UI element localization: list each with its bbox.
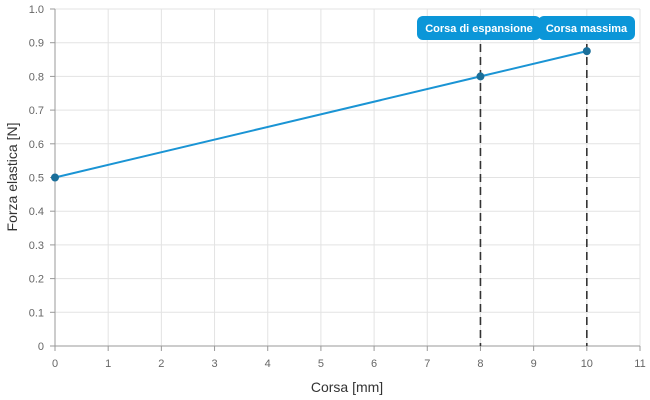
- x-tick-label: 7: [424, 358, 430, 370]
- x-tick-label: 5: [318, 358, 324, 370]
- annotation-callout: Corsa di espansione: [417, 16, 541, 40]
- y-tick-label: 0.5: [29, 173, 44, 185]
- x-tick-label: 8: [477, 358, 483, 370]
- x-tick-label: 10: [581, 358, 593, 370]
- callouts: Corsa di espansione Corsa massima: [417, 16, 635, 40]
- y-tick-label: 0.2: [29, 274, 44, 286]
- y-tick-label: 0: [38, 341, 44, 353]
- x-tick-label: 11: [634, 358, 645, 370]
- data-point: [51, 173, 59, 182]
- y-tick-label: 0.4: [29, 206, 44, 218]
- tick-labels: 0 1 2 3 4 5 6 7 8 9 10 11 0 0.1 0.2 0.3 0.4 0.5 0.6 0.7 0.8 0…: [29, 4, 646, 370]
- x-tick-label: 0: [52, 358, 58, 370]
- x-tick-label: 2: [158, 358, 164, 370]
- annotation-label: Corsa di espansione: [425, 23, 533, 35]
- annotation-box: [417, 16, 541, 40]
- x-tick-label: 9: [531, 358, 537, 370]
- y-tick-label: 0.3: [29, 240, 44, 252]
- data-point: [476, 72, 485, 81]
- x-tick-label: 1: [105, 358, 111, 370]
- y-tick-label: 0.9: [29, 38, 44, 50]
- x-tick-label: 3: [211, 358, 217, 370]
- y-tick-label: 0.1: [29, 307, 44, 319]
- annotation-label: Corsa massima: [546, 23, 628, 35]
- x-axis-title: Corsa [mm]: [311, 379, 383, 395]
- series-group: [51, 47, 591, 182]
- x-tick-label: 6: [371, 358, 377, 370]
- annotation-callout: Corsa massima: [538, 16, 635, 40]
- y-tick-label: 1.0: [29, 4, 44, 16]
- y-tick-label: 0.8: [29, 71, 44, 83]
- x-tick-label: 4: [265, 358, 271, 370]
- data-point: [582, 47, 591, 56]
- y-tick-label: 0.7: [29, 105, 44, 117]
- grid: [55, 8, 641, 346]
- y-axis-title: Forza elastica [N]: [4, 123, 20, 232]
- annotation-box: [538, 16, 635, 40]
- y-tick-label: 0.6: [29, 139, 44, 151]
